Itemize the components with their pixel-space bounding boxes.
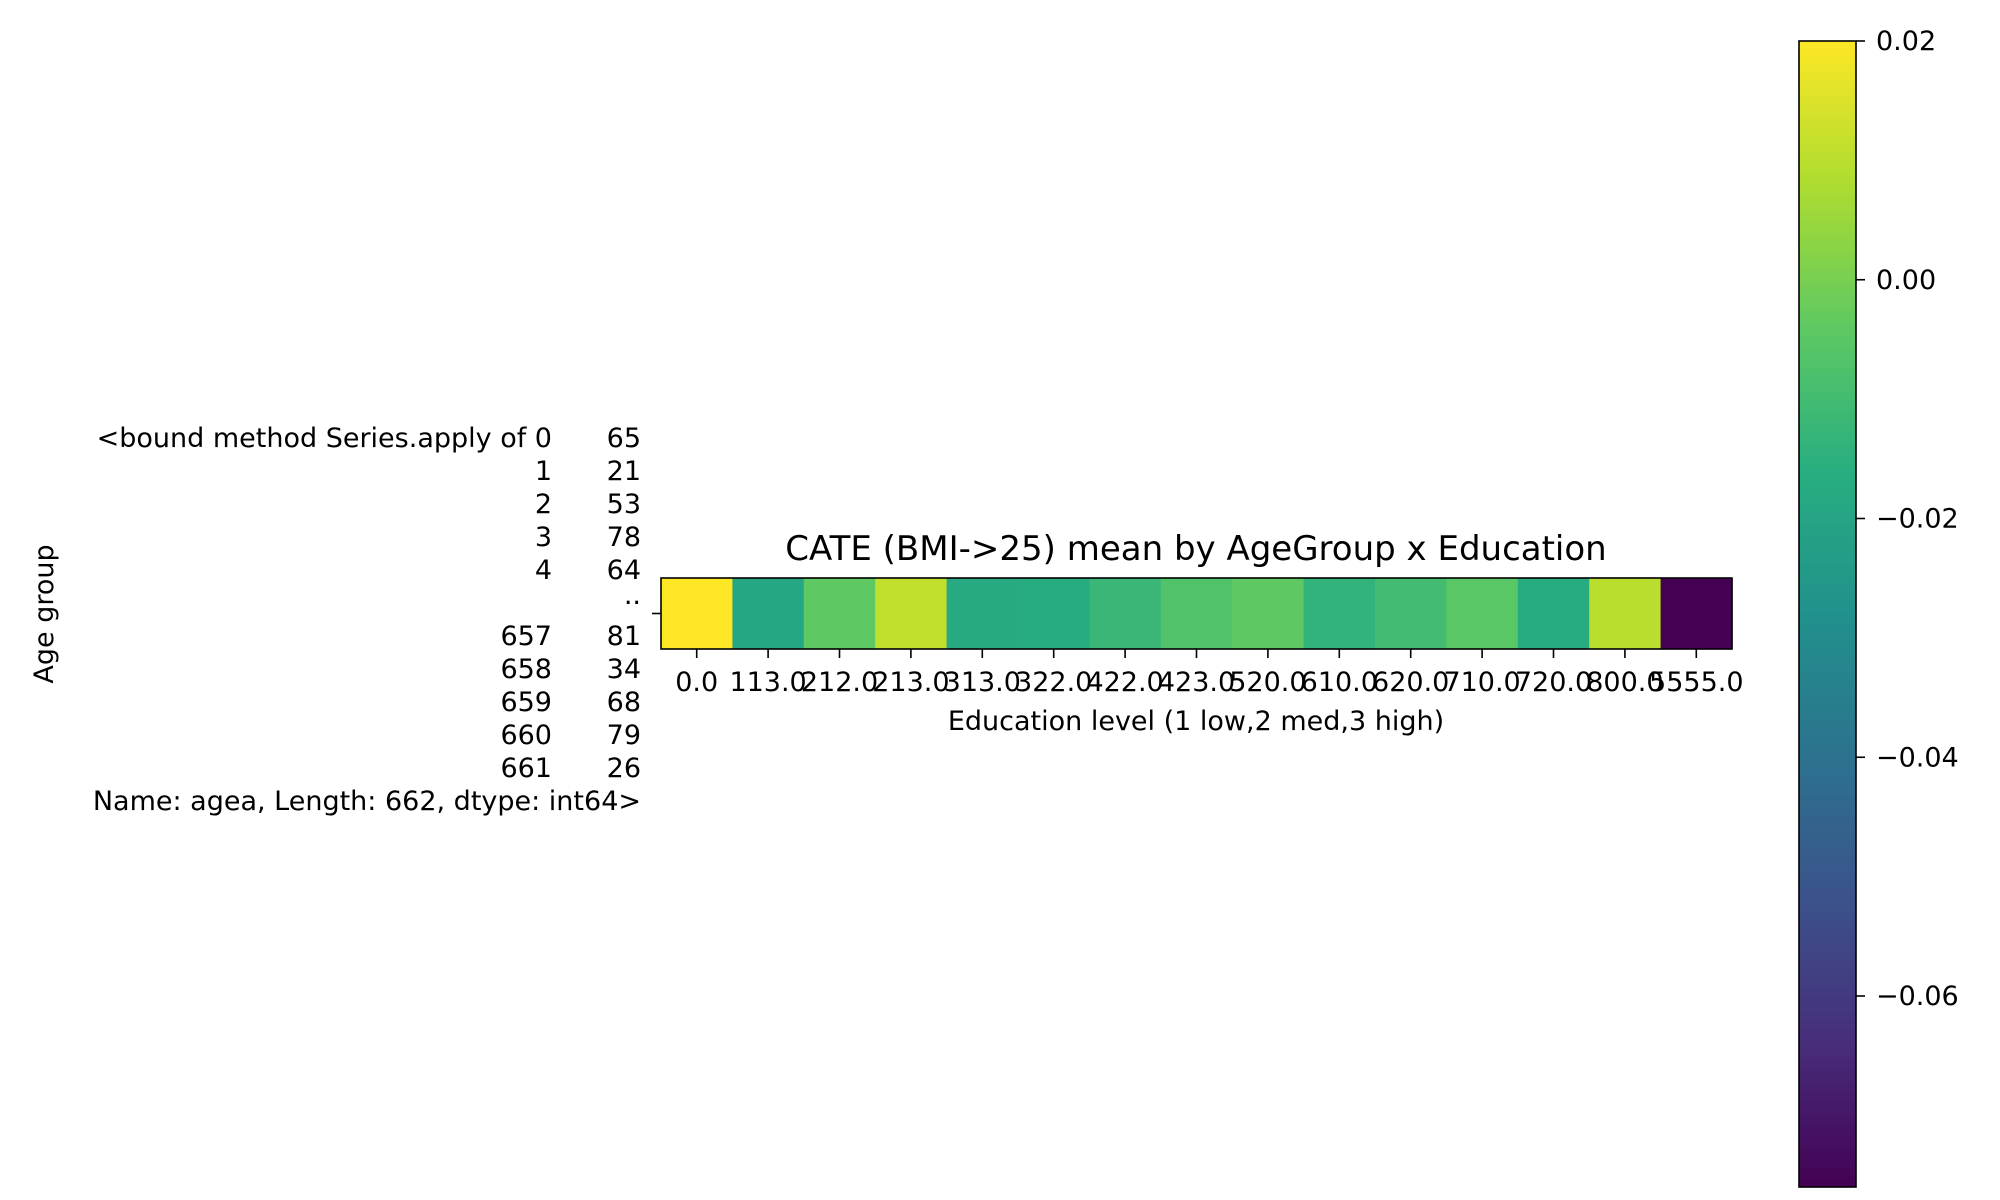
y-tick-label: 4 bbox=[535, 555, 552, 586]
heatmap-cell bbox=[946, 578, 1019, 649]
x-axis-ticks: 0.0 113.0212.0213.0313.0322.0422.0423.052… bbox=[675, 649, 1744, 698]
y-tick-label: 3 bbox=[535, 522, 552, 553]
colorbar-tick-label: −0.06 bbox=[1876, 981, 1959, 1012]
y-tick-label: 68 bbox=[607, 687, 641, 718]
y-tick-label: 81 bbox=[607, 621, 641, 652]
heatmap-cell bbox=[1089, 578, 1162, 649]
x-tick-label: 620.0 bbox=[1372, 667, 1449, 698]
y-tick-label: 34 bbox=[607, 654, 641, 685]
colorbar bbox=[1798, 40, 1857, 1188]
heatmap-cell bbox=[1446, 578, 1519, 649]
x-tick-label: 422.0 bbox=[1086, 667, 1163, 698]
y-axis-label: Age group bbox=[29, 544, 60, 683]
y-tick-label: 658 bbox=[500, 654, 552, 685]
x-tick-label: 710.0 bbox=[1443, 667, 1520, 698]
colorbar-tick-label: −0.02 bbox=[1876, 504, 1959, 535]
x-tick-label: 313.0 bbox=[944, 667, 1021, 698]
x-tick-label: 423.0 bbox=[1158, 667, 1235, 698]
y-tick-label: 78 bbox=[607, 522, 641, 553]
y-tick-label: .. bbox=[624, 580, 641, 611]
heatmap-cell bbox=[803, 578, 876, 649]
heatmap-cells bbox=[661, 578, 1733, 649]
chart-title: CATE (BMI->25) mean by AgeGroup x Educat… bbox=[785, 529, 1606, 569]
y-tick-label: 657 bbox=[500, 621, 552, 652]
colorbar-tick-label: −0.04 bbox=[1876, 742, 1959, 773]
x-tick-label: 5555.0 bbox=[1649, 667, 1743, 698]
heatmap-cell bbox=[875, 578, 948, 649]
y-tick-label: 26 bbox=[607, 753, 641, 784]
y-tick-label: 660 bbox=[500, 720, 552, 751]
colorbar-tick-label: 0.00 bbox=[1876, 265, 1936, 296]
x-tick-label: 213.0 bbox=[872, 667, 949, 698]
x-axis-label: Education level (1 low,2 med,3 high) bbox=[948, 706, 1444, 737]
y-tick-label: 661 bbox=[500, 753, 552, 784]
heatmap-cell bbox=[1660, 578, 1733, 649]
heatmap-cell bbox=[661, 578, 733, 649]
heatmap-cell bbox=[1375, 578, 1447, 649]
x-tick-label: 720.0 bbox=[1515, 667, 1592, 698]
x-tick-label: 610.0 bbox=[1301, 667, 1378, 698]
x-tick-label: 212.0 bbox=[801, 667, 878, 698]
x-tick-label: 113.0 bbox=[729, 667, 806, 698]
colorbar-tick-label: 0.02 bbox=[1876, 26, 1936, 57]
x-tick-label: 322.0 bbox=[1015, 667, 1092, 698]
y-tick-label: <bound method Series.apply of 0 bbox=[97, 423, 552, 454]
y-tick-label: 79 bbox=[607, 720, 641, 751]
heatmap-cell bbox=[1303, 578, 1376, 649]
heatmap-cell bbox=[732, 578, 805, 649]
y-tick-label: Name: agea, Length: 662, dtype: int64> bbox=[93, 786, 641, 817]
y-tick-label: 64 bbox=[607, 555, 641, 586]
y-tick-label: 53 bbox=[607, 489, 641, 520]
x-tick-label: 800.0 bbox=[1586, 667, 1663, 698]
heatmap-cell bbox=[1160, 578, 1233, 649]
heatmap-cell bbox=[1018, 578, 1090, 649]
heatmap-cell bbox=[1589, 578, 1662, 649]
y-axis-ticks: <bound method Series.apply of 0 65 1 21 2 53 3… bbox=[93, 423, 661, 817]
x-tick-label: 0.0 bbox=[675, 667, 718, 698]
y-tick-label: 1 bbox=[535, 456, 552, 487]
y-tick-label: 2 bbox=[535, 489, 552, 520]
y-tick-label: 21 bbox=[607, 456, 641, 487]
y-tick-label: 659 bbox=[500, 687, 552, 718]
heatmap-cell bbox=[1232, 578, 1305, 649]
x-tick-label: 520.0 bbox=[1229, 667, 1306, 698]
y-tick-label: 65 bbox=[607, 423, 641, 454]
heatmap-cell bbox=[1517, 578, 1590, 649]
colorbar-ticks: 0.02 0.00 −0.02 −0.04 −0.06 bbox=[1856, 26, 1959, 1012]
